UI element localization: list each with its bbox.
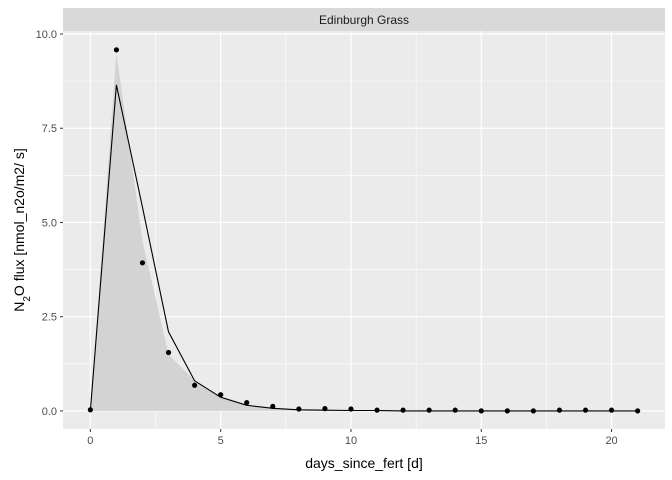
y-tick-label: 0.0 <box>42 406 57 418</box>
y-axis-title: N2O flux [nmol_n2o/m2/ s] <box>11 148 33 312</box>
data-point <box>192 382 198 388</box>
ribbon-area <box>90 52 638 411</box>
grid-minor <box>63 31 665 429</box>
data-point <box>504 408 510 414</box>
axis-ticks: 0 5 10 15 20 0.0 2.5 5.0 7.5 10.0 <box>36 29 618 447</box>
x-axis-title: days_since_fert [d] <box>305 455 423 471</box>
x-tick-label: 0 <box>87 435 93 447</box>
data-point <box>322 406 328 412</box>
data-point <box>218 392 224 398</box>
y-axis-title-post: O flux [nmol_n2o/m2/ s] <box>11 148 27 296</box>
data-point <box>400 407 406 413</box>
y-axis-title-pre: N <box>11 302 27 312</box>
data-point <box>139 260 146 266</box>
data-point <box>635 408 641 414</box>
facet-strip <box>63 8 665 31</box>
data-point <box>113 47 120 53</box>
x-tick-label: 5 <box>218 435 224 447</box>
data-point <box>244 400 250 406</box>
y-tick-label: 10.0 <box>36 29 57 41</box>
y-tick-label: 7.5 <box>42 123 57 135</box>
x-tick-label: 20 <box>605 435 617 447</box>
data-point <box>608 407 615 413</box>
data-point <box>556 407 563 413</box>
y-axis-title-sub: 2 <box>22 296 33 302</box>
data-marks <box>87 47 641 414</box>
data-point <box>478 408 484 414</box>
data-point <box>582 407 589 413</box>
y-tick-label: 5.0 <box>42 217 57 229</box>
data-point <box>374 407 380 413</box>
data-point <box>530 408 536 414</box>
data-point <box>87 407 93 413</box>
data-point <box>165 349 172 356</box>
data-point <box>452 407 458 413</box>
data-point <box>348 406 354 412</box>
data-point <box>296 406 302 412</box>
series-line <box>89 84 638 412</box>
x-tick-label: 15 <box>475 435 487 447</box>
data-point <box>426 407 432 413</box>
facet-strip-title: Edinburgh Grass <box>319 13 409 27</box>
y-tick-label: 2.5 <box>42 312 57 324</box>
data-point <box>270 403 276 409</box>
x-tick-label: 10 <box>345 435 357 447</box>
